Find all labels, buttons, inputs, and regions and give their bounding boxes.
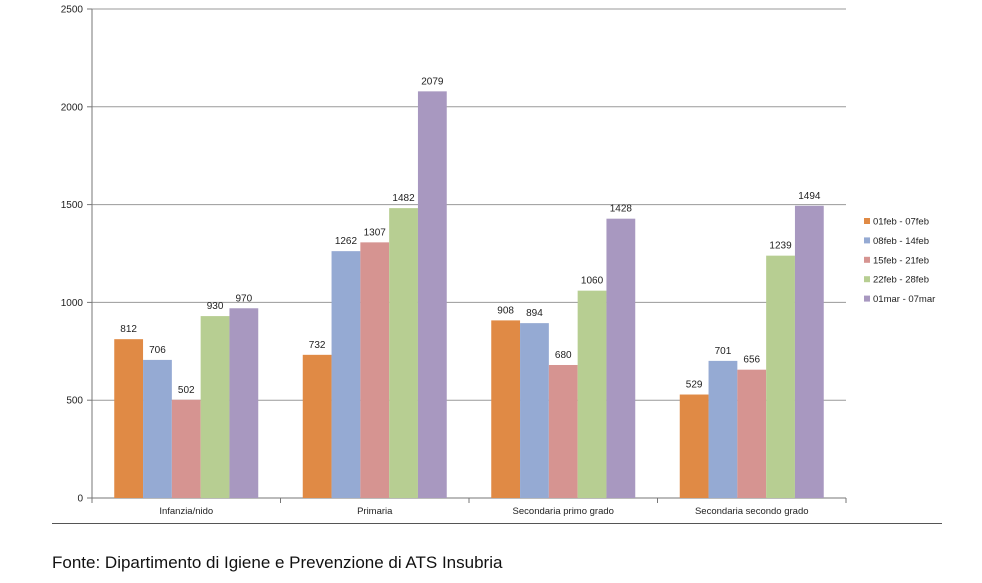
bar bbox=[708, 360, 738, 498]
legend: 01feb - 07feb 08feb - 14feb 15feb - 21feb 2… bbox=[864, 217, 935, 305]
legend-label: 08feb - 14feb bbox=[873, 236, 929, 247]
x-category-label: Secondaria secondo grado bbox=[695, 506, 809, 517]
x-category-label: Primaria bbox=[357, 506, 393, 517]
bar bbox=[389, 208, 418, 499]
bar bbox=[143, 359, 172, 498]
data-label: 1239 bbox=[769, 241, 792, 252]
y-tick-label: 500 bbox=[66, 396, 83, 407]
legend-swatch bbox=[864, 218, 870, 224]
bar bbox=[114, 339, 144, 498]
data-labels: 812 732 908 529 706 1262 894 701 502 1307 680 656 93… bbox=[120, 76, 821, 395]
y-tick-label: 1500 bbox=[61, 200, 84, 211]
data-label: 908 bbox=[497, 305, 514, 316]
bar bbox=[520, 323, 549, 498]
separator-line bbox=[52, 523, 942, 524]
data-label: 812 bbox=[120, 324, 137, 335]
bar-chart: 0 500 1000 1500 2000 2500 Infanzia/nido Primar… bbox=[61, 5, 936, 518]
bar bbox=[491, 320, 521, 498]
bar bbox=[548, 364, 578, 498]
x-category-label: Secondaria primo grado bbox=[513, 506, 614, 517]
y-tick-label: 1000 bbox=[61, 298, 84, 309]
legend-swatch bbox=[864, 237, 870, 244]
bar bbox=[331, 251, 361, 498]
data-label: 680 bbox=[555, 350, 572, 361]
data-label: 701 bbox=[715, 346, 732, 357]
data-label: 970 bbox=[236, 293, 253, 304]
data-label: 1060 bbox=[581, 276, 604, 287]
data-label: 930 bbox=[207, 301, 224, 312]
legend-label: 01feb - 07feb bbox=[873, 217, 929, 228]
data-label: 706 bbox=[149, 345, 166, 356]
data-label: 502 bbox=[178, 385, 195, 396]
bar bbox=[794, 205, 824, 498]
bar bbox=[737, 369, 767, 498]
legend-swatch bbox=[864, 295, 870, 302]
y-tick-label: 0 bbox=[77, 494, 83, 505]
bar bbox=[200, 316, 230, 498]
data-label: 1494 bbox=[798, 191, 821, 202]
x-axis: Infanzia/nido Primaria Secondaria primo gr… bbox=[91, 497, 847, 517]
data-label: 1307 bbox=[364, 227, 387, 238]
data-label: 1262 bbox=[335, 236, 358, 247]
data-label: 1482 bbox=[392, 193, 415, 204]
bar bbox=[417, 91, 447, 499]
data-label: 1428 bbox=[610, 204, 633, 215]
legend-swatch bbox=[864, 276, 870, 283]
data-label: 529 bbox=[686, 380, 703, 391]
source-note: Fonte: Dipartimento di Igiene e Prevenzi… bbox=[52, 553, 503, 572]
bar bbox=[577, 290, 607, 498]
bar bbox=[679, 394, 709, 498]
y-tick-label: 2500 bbox=[61, 5, 84, 16]
bar bbox=[766, 255, 795, 498]
data-label: 894 bbox=[526, 308, 543, 319]
bar bbox=[229, 308, 259, 498]
bar bbox=[171, 399, 201, 498]
data-label: 2079 bbox=[421, 76, 444, 87]
bar bbox=[606, 218, 636, 498]
data-label: 732 bbox=[309, 340, 326, 351]
y-tick-label: 2000 bbox=[61, 102, 84, 113]
legend-label: 22feb - 28feb bbox=[873, 275, 929, 286]
legend-label: 01mar - 07mar bbox=[873, 294, 935, 305]
y-axis: 0 500 1000 1500 2000 2500 bbox=[61, 5, 93, 505]
legend-swatch bbox=[864, 256, 870, 263]
bar bbox=[302, 354, 332, 498]
legend-label: 15feb - 21feb bbox=[873, 255, 929, 266]
x-category-label: Infanzia/nido bbox=[159, 506, 213, 517]
bars bbox=[114, 91, 824, 499]
data-label: 656 bbox=[743, 355, 760, 366]
bar bbox=[360, 242, 390, 498]
